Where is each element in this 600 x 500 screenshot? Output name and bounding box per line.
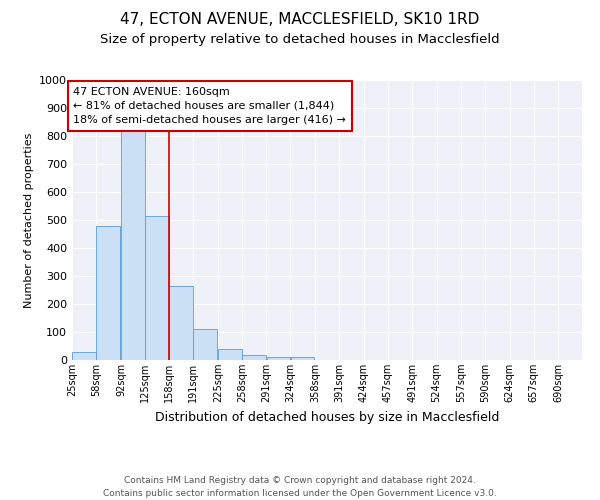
Y-axis label: Number of detached properties: Number of detached properties bbox=[23, 132, 34, 308]
Text: 47, ECTON AVENUE, MACCLESFIELD, SK10 1RD: 47, ECTON AVENUE, MACCLESFIELD, SK10 1RD bbox=[121, 12, 479, 28]
Bar bbox=[266, 356, 290, 360]
Bar bbox=[218, 350, 242, 360]
Bar bbox=[121, 130, 145, 360]
Bar bbox=[145, 216, 169, 360]
X-axis label: Distribution of detached houses by size in Macclesfield: Distribution of detached houses by size … bbox=[155, 410, 499, 424]
Text: Size of property relative to detached houses in Macclesfield: Size of property relative to detached ho… bbox=[100, 32, 500, 46]
Bar bbox=[169, 286, 193, 360]
Bar bbox=[96, 226, 120, 360]
Text: Contains HM Land Registry data © Crown copyright and database right 2024.
Contai: Contains HM Land Registry data © Crown c… bbox=[103, 476, 497, 498]
Bar bbox=[193, 329, 217, 360]
Bar bbox=[242, 355, 266, 360]
Text: 47 ECTON AVENUE: 160sqm
← 81% of detached houses are smaller (1,844)
18% of semi: 47 ECTON AVENUE: 160sqm ← 81% of detache… bbox=[73, 87, 346, 125]
Bar bbox=[72, 352, 96, 360]
Bar bbox=[290, 357, 314, 360]
